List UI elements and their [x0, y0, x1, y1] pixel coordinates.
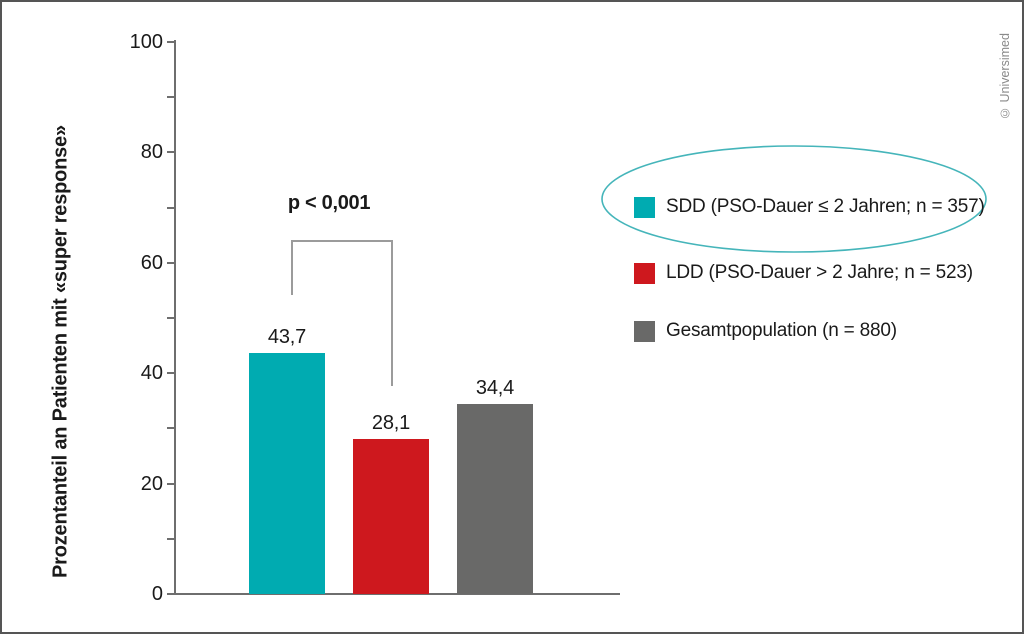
y-tick-label: 0: [151, 583, 163, 605]
y-tick-label: 100: [129, 31, 163, 53]
y-minor-tick: [167, 537, 175, 540]
legend-label-gesamtpopulation: Gesamtpopulation (n = 880): [666, 320, 897, 341]
y-major-tick: [167, 593, 175, 595]
y-tick-label: 80: [140, 141, 163, 164]
y-minor-tick: [167, 317, 175, 319]
bar-value-label: 34,4: [475, 377, 515, 400]
y-tick-label: 20: [140, 472, 163, 495]
y-major-tick: [167, 41, 175, 43]
legend-item-gesamtpopulation: Gesamtpopulation (n = 880): [634, 320, 897, 342]
y-major-tick: [167, 482, 175, 485]
y-major-tick: [167, 372, 175, 375]
y-tick-label: 60: [140, 251, 163, 274]
y-major-tick: [167, 151, 175, 154]
gesamtpopulation-color-swatch: [634, 320, 655, 342]
legend-highlight-ellipse: [601, 145, 987, 253]
ldd-color-swatch: [634, 262, 655, 284]
legend-item-ldd: LDD (PSO-Dauer > 2 Jahre; n = 523): [634, 262, 973, 284]
y-tick-label: 40: [140, 362, 163, 385]
y-axis-title: Prozentanteil an Patienten mit «super re…: [49, 125, 72, 579]
bar-gesamtpopulation: [457, 404, 533, 594]
y-major-tick: [167, 261, 175, 264]
bar-sdd: [249, 352, 325, 594]
sdd-color-swatch: [634, 196, 655, 218]
y-minor-tick: [167, 206, 175, 209]
x-axis-line: [174, 593, 620, 595]
legend-item-sdd: SDD (PSO-Dauer ≤ 2 Jahren; n = 357): [634, 196, 985, 218]
bar-ldd: [353, 438, 429, 594]
bar-value-label: 43,7: [267, 325, 307, 348]
bar-value-label: 28,1: [371, 411, 411, 434]
legend-label-ldd: LDD (PSO-Dauer > 2 Jahre; n = 523): [666, 262, 973, 283]
y-minor-tick: [167, 427, 175, 430]
copyright-credit: © Universimed: [998, 33, 1012, 120]
y-axis-line: [174, 40, 176, 594]
y-minor-tick: [167, 96, 175, 99]
p-value-label: p < 0,001: [287, 192, 371, 214]
legend-label-sdd: SDD (PSO-Dauer ≤ 2 Jahren; n = 357): [666, 196, 985, 217]
